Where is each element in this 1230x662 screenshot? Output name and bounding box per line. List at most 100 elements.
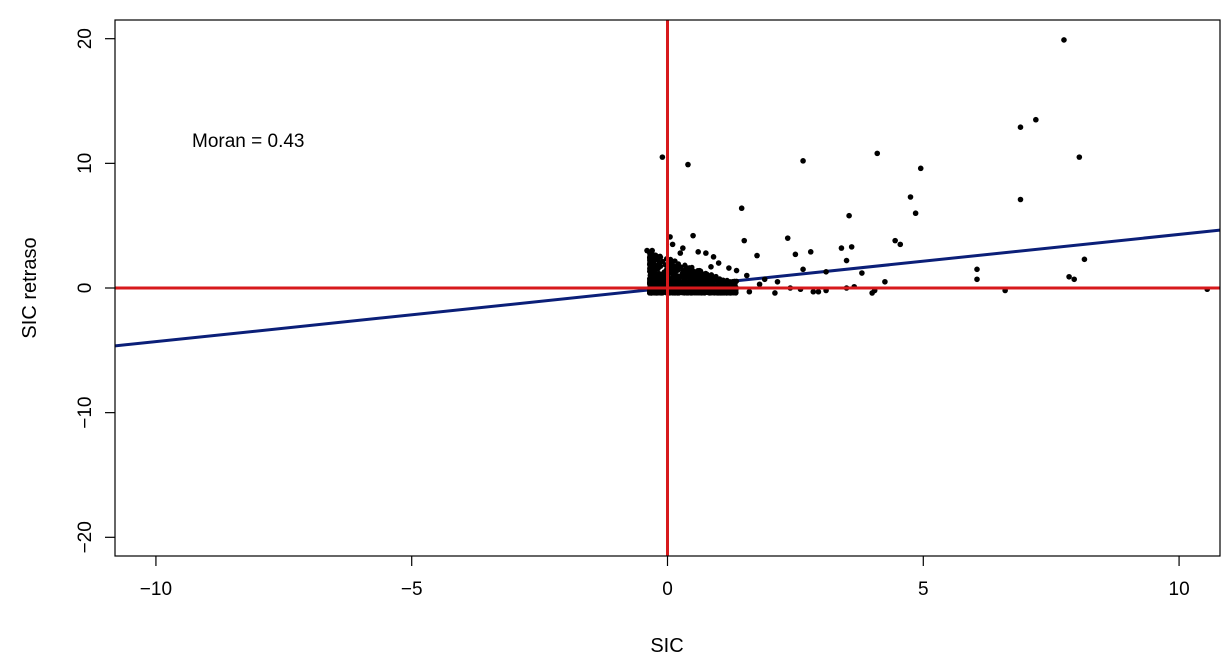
scatter-point (649, 247, 655, 254)
scatter-point (907, 194, 914, 200)
scatter-point (1017, 124, 1024, 130)
scatter-point (644, 247, 650, 254)
scatter-point (810, 288, 817, 295)
points-layer (644, 37, 1211, 296)
scatter-point (772, 290, 778, 296)
y-tick-label: 20 (75, 28, 96, 49)
cluster-point (719, 288, 725, 294)
scatter-point (807, 249, 814, 255)
scatter-point (792, 251, 799, 258)
scatter-point (756, 281, 763, 288)
y-tick-label: −10 (75, 397, 96, 429)
y-tick-label: −20 (75, 521, 96, 553)
scatter-point (784, 235, 791, 241)
cluster-point (673, 277, 680, 283)
cluster-point (675, 273, 681, 279)
scatter-point (974, 266, 980, 273)
scatter-point (846, 212, 852, 219)
scatter-point (741, 237, 748, 244)
cluster-point (710, 289, 716, 295)
cluster-point (689, 267, 696, 273)
scatter-point (800, 158, 806, 164)
scatter-point (708, 264, 714, 270)
scatter-point (761, 276, 768, 283)
scatter-point (1071, 276, 1078, 283)
scatter-point (912, 210, 919, 217)
y-tick-label: 0 (75, 283, 96, 294)
cluster-point (693, 276, 700, 283)
cluster-point (661, 277, 667, 283)
scatter-point (733, 267, 740, 274)
scatter-point (1066, 273, 1072, 280)
scatter-point (680, 245, 686, 251)
scatter-point (726, 265, 732, 271)
moran-annotation: Moran = 0.43 (192, 131, 305, 152)
scatter-point (703, 250, 709, 256)
x-axis-title: SIC (650, 635, 683, 657)
scatter-point (1061, 37, 1067, 43)
cluster-point (658, 263, 664, 269)
scatter-point (677, 250, 684, 256)
cluster-point (654, 278, 660, 285)
scatter-point (715, 260, 722, 266)
y-axis-title: SIC retraso (19, 237, 41, 338)
cluster-point (698, 268, 704, 274)
scatter-point (917, 165, 924, 172)
cluster-point (717, 276, 723, 282)
cluster-point (680, 268, 686, 275)
cluster-point (695, 281, 701, 288)
scatter-point (669, 241, 676, 248)
scatter-point (1076, 154, 1083, 160)
scatter-point (754, 252, 760, 259)
scatter-point (738, 205, 745, 212)
scatter-point (774, 278, 781, 285)
scatter-point (654, 256, 661, 263)
scatter-point (800, 266, 806, 273)
scatter-point (710, 254, 717, 260)
cluster-point (691, 289, 697, 296)
y-axis: −20 −10 0 10 20 (75, 28, 115, 553)
x-tick-label: 10 (1169, 579, 1190, 600)
scatter-point (659, 154, 666, 160)
cluster-point (671, 290, 677, 296)
x-tick-label: 0 (662, 579, 673, 600)
cluster-point (646, 276, 653, 282)
cluster-point (684, 278, 690, 285)
cluster-point (729, 288, 735, 295)
x-tick-label: −5 (401, 579, 423, 600)
cluster-point (682, 262, 688, 268)
cluster-point (677, 279, 684, 285)
cluster-point (649, 253, 655, 259)
scatter-point (1081, 256, 1088, 263)
scatter-point (743, 272, 750, 279)
cluster-point (670, 269, 676, 275)
cluster-point (702, 281, 708, 287)
scatter-point (859, 270, 865, 276)
plot-area (115, 20, 1220, 556)
scatter-point (838, 245, 845, 251)
scatter-point (897, 241, 904, 248)
reference-lines-layer (115, 20, 1220, 556)
cluster-point (647, 265, 653, 271)
cluster-point (714, 290, 721, 296)
cluster-point (649, 269, 656, 275)
x-tick-label: 5 (918, 579, 929, 600)
scatter-point (874, 150, 881, 157)
scatter-point (695, 249, 701, 255)
scatter-point (1033, 116, 1039, 123)
scatter-point (843, 257, 850, 264)
scatter-point (882, 278, 888, 285)
scatter-point (690, 232, 696, 239)
cluster-point (647, 257, 653, 263)
scatter-point (746, 288, 753, 295)
cluster-point (659, 290, 665, 296)
cluster-point (712, 282, 718, 288)
cluster-point (672, 258, 678, 264)
cluster-point (701, 290, 707, 296)
cluster-point (651, 263, 657, 269)
scatter-point (892, 237, 898, 244)
x-axis: −10 −5 0 5 10 (140, 556, 1190, 600)
scatter-point (823, 268, 829, 275)
y-tick-label: 10 (75, 153, 96, 174)
